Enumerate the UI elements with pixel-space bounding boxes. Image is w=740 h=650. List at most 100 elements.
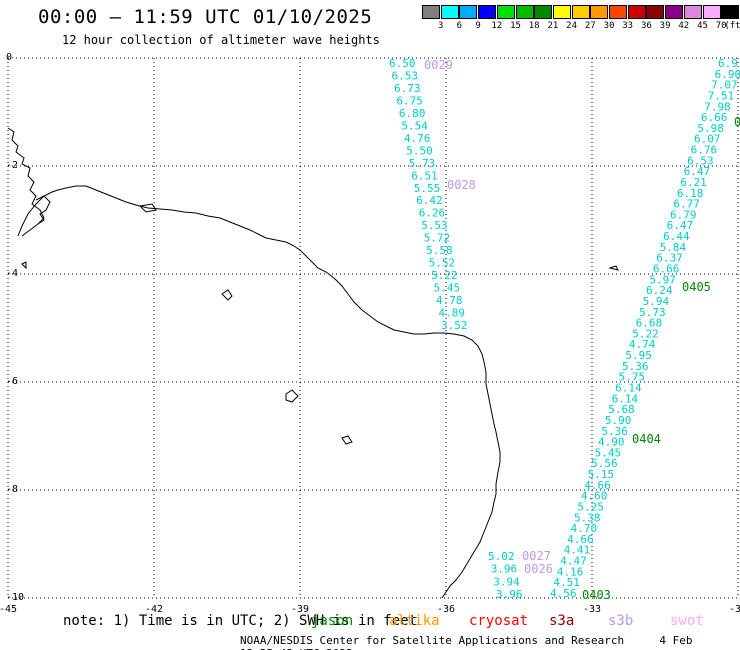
track-b-value: 5.38 (574, 511, 601, 524)
track-c-value: 5.02 (488, 550, 515, 563)
colorbar-label: 70 (715, 21, 727, 31)
track-time-label: 0026 (524, 562, 553, 576)
track-b-value: 6.14 (612, 392, 639, 405)
colorbar-swatch (683, 5, 702, 19)
track-b-value: 5.22 (632, 327, 659, 340)
colorbar-label: 6 (456, 21, 463, 31)
colorbar-label: 12 (491, 21, 503, 31)
track-b-value: 4.74 (629, 338, 656, 351)
track-b-value: 6.76 (691, 144, 718, 157)
track-a-value: 6.42 (416, 194, 443, 207)
track-b-value: 7.07 (711, 79, 738, 92)
track-a-value: 5.72 (424, 232, 451, 245)
colorbar-swatch (478, 5, 497, 19)
track-b-value: 6.18 (677, 187, 704, 200)
track-b-value: 6.07 (694, 133, 721, 146)
colorbar-unit: (ft) (724, 21, 740, 31)
track-b-value: 5.73 (639, 306, 666, 319)
track-b-value: 6.53 (687, 154, 714, 167)
track-b-value: 6.37 (656, 252, 683, 265)
track-b-value: 6.47 (684, 165, 711, 178)
lon-tick-label: -45 (0, 604, 17, 615)
track-b-value: 6.14 (615, 382, 642, 395)
colorbar-label: 15 (510, 21, 521, 31)
track-b-value: 4.70 (571, 522, 598, 535)
track-b-value: 4.16 (557, 565, 584, 578)
track-b-value: 6.66 (653, 263, 680, 276)
colorbar-swatch (627, 5, 646, 19)
track-c-value: 3.96 (491, 563, 518, 576)
island-1 (221, 289, 233, 301)
credit-line: NOAA/NESDIS Center for Satellite Applica… (240, 634, 740, 650)
lat-tick-label: -4 (6, 268, 18, 279)
colorbar-label: 21 (547, 21, 559, 31)
track-b-value: 5.36 (622, 360, 649, 373)
legend-item-swot: swot (670, 613, 704, 629)
track-a-value: 6.80 (399, 107, 426, 120)
track-b-value: 6.90 (715, 68, 740, 81)
colorbar-swatch (459, 5, 478, 19)
track-b-value: 6.77 (673, 198, 700, 211)
colorbar-swatch (515, 5, 534, 19)
page-title: 00:00 – 11:59 UTC 01/10/2025 (38, 6, 373, 28)
colorbar-label: 27 (584, 21, 596, 31)
lon-tick-label: -42 (145, 604, 163, 615)
island-3 (341, 435, 353, 445)
colorbar-label: 33 (622, 21, 634, 31)
track-b-value: 4.56 (550, 587, 577, 600)
colorbar-label: 36 (640, 21, 652, 31)
track-b-value: 6.79 (670, 208, 697, 221)
map-grid: -45 -42 -39 -36 -33 -30 0 -2 -4 -6 -8 -10 (0, 52, 740, 615)
page-subtitle: 12 hour collection of altimeter wave hei… (62, 33, 380, 47)
coastline-delta (35, 195, 51, 225)
colorbar-swatch (702, 5, 721, 19)
legend-item-altika: altika (389, 613, 440, 629)
track-a-value: 4.89 (439, 307, 466, 320)
track-a-value: 5.73 (409, 157, 436, 170)
track-a-value: 6.51 (411, 169, 438, 182)
colorbar-swatch (665, 5, 684, 19)
track-b-value: 5.84 (660, 241, 687, 254)
colorbar-label: 24 (566, 21, 578, 31)
track-b-value: 6.44 (663, 230, 690, 243)
track-b-value: 4.51 (553, 576, 580, 589)
credit-timestamp: 4 Feb 13:25:42 UTC 2025 (240, 634, 693, 650)
track-a-value: 4.78 (436, 294, 463, 307)
colorbar-swatch (609, 5, 627, 19)
track-a-value: 5.52 (429, 257, 456, 270)
track-c-value: 3.94 (493, 575, 520, 588)
legend-item-s3a: s3a (549, 613, 575, 629)
track-b-value: 5.56 (591, 457, 618, 470)
coastline-north (7, 127, 45, 237)
track-b-value: 4.66 (584, 479, 611, 492)
colorbar-swatch (552, 5, 571, 19)
island-4 (21, 261, 27, 270)
lat-tick-label: 0 (6, 52, 12, 63)
track-b-value: 5.45 (595, 446, 622, 459)
colorbar-swatch (646, 5, 665, 19)
track-b-value: 5.75 (619, 371, 646, 384)
altimeter-tracks: 6.506.536.736.756.805.544.765.505.736.51… (389, 57, 740, 601)
track-a-value: 4.76 (404, 132, 431, 145)
credit-org: NOAA/NESDIS Center for Satellite Applica… (240, 634, 625, 647)
track-a-value: 5.54 (401, 119, 428, 132)
track-a-value: 6.50 (389, 57, 416, 70)
track-a-value: 6.73 (394, 82, 421, 95)
track-a-value: 5.50 (406, 144, 433, 157)
footer-note: note: 1) Time is in UTC; 2) SWH is in fe… (63, 613, 418, 629)
track-a-value: 6.53 (392, 70, 419, 83)
track-b-value: 6.47 (667, 219, 694, 232)
track-time-label: 0027 (522, 549, 551, 563)
track-b-value: 6.66 (701, 111, 728, 124)
track-b-value: 7.51 (708, 89, 735, 102)
colorbar-label: 42 (678, 21, 690, 31)
track-b-value: 4.66 (567, 533, 594, 546)
track-a-value: 6.26 (419, 207, 446, 220)
track-b-value: 5.36 (601, 425, 628, 438)
legend-item-s3b: s3b (608, 613, 634, 629)
track-time-label: 0028 (447, 178, 476, 192)
track-b-value: 5.94 (643, 295, 670, 308)
colorbar-swatch (422, 5, 440, 19)
track-b-value: 4.90 (598, 436, 625, 449)
